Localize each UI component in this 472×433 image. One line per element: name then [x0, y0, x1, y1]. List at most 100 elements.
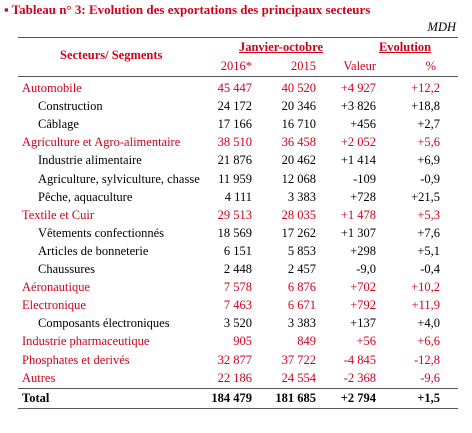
segment-value: +6,9: [417, 153, 440, 168]
segment-value: 18 569: [217, 225, 252, 240]
rule: [18, 407, 458, 409]
sector-value: -2 368: [343, 370, 376, 385]
segment-value: -9,0: [356, 262, 376, 276]
sector-value: +11,9: [411, 298, 440, 313]
segment-value: +4,0: [417, 316, 440, 331]
sector-label: Electronique: [22, 298, 86, 313]
sector-value: 28 035: [281, 207, 316, 222]
sector-value: 7 578: [223, 280, 252, 295]
segment-value: +728: [350, 189, 376, 204]
sector-value: 849: [297, 334, 316, 349]
segment-value: 11 959: [218, 171, 252, 186]
segment-label: Chaussures: [38, 262, 95, 276]
segment-value: -109: [353, 171, 376, 186]
total-label: Total: [22, 390, 50, 405]
segment-value: 3 383: [287, 189, 316, 204]
sector-value: 40 520: [281, 81, 316, 95]
segment-value: 2 457: [287, 262, 316, 276]
title: ▪ Tableau n° 3: Evolution des exportatio…: [4, 2, 371, 17]
segment-value: +1 307: [340, 225, 376, 240]
segment-value: +3 826: [340, 99, 376, 114]
sector-value: +5,3: [417, 207, 440, 222]
sector-value: -9,6: [420, 370, 440, 385]
segment-value: 3 383: [287, 316, 316, 331]
total-value: 181 685: [275, 390, 316, 405]
segment-value: +298: [350, 243, 376, 258]
unit: MDH: [427, 20, 456, 34]
segment-label: Agriculture, sylviculture, chasse: [38, 171, 200, 186]
segment-value: 17 262: [281, 225, 316, 240]
segment-label: Articles de bonneterie: [38, 243, 149, 258]
segment-value: +18,8: [411, 99, 440, 114]
sector-value: 6 671: [287, 298, 316, 313]
group-header: Janvier-octobre: [238, 40, 323, 54]
rule: [18, 37, 458, 38]
sector-value: 905: [233, 334, 252, 349]
column-header: %: [425, 59, 436, 73]
segment-label: Vêtements confectionnés: [38, 225, 164, 240]
segment-value: +21,5: [411, 189, 440, 204]
segment-value: +137: [350, 316, 376, 331]
sector-value: -4 845: [343, 352, 376, 367]
sector-value: 36 458: [281, 135, 316, 150]
group-header: Evolution: [378, 40, 432, 54]
column-header: 2016*: [220, 59, 252, 73]
sector-value: 22 186: [217, 370, 252, 385]
segment-label: Pêche, aquaculture: [38, 189, 133, 204]
column-header: 2015: [291, 59, 316, 73]
sector-label: Automobile: [22, 81, 82, 95]
sector-value: 24 554: [281, 370, 316, 385]
segment-label: Construction: [38, 99, 103, 114]
sector-value: +4 927: [340, 81, 376, 95]
segment-value: 3 520: [223, 316, 252, 331]
segment-value: +7,6: [417, 225, 440, 240]
segment-value: +5,1: [417, 243, 440, 258]
segment-label: Industrie alimentaire: [38, 153, 142, 168]
sector-label: Aéronautique: [22, 280, 91, 295]
sector-label: Agriculture et Agro-alimentaire: [22, 135, 181, 150]
segment-value: 4 111: [224, 189, 252, 204]
sector-label: Autres: [22, 370, 56, 385]
segment-value: +1 414: [340, 153, 376, 168]
sector-value: +6,6: [417, 334, 440, 349]
rule: [18, 387, 458, 389]
total-value: +2 794: [340, 390, 376, 405]
sector-value: +792: [350, 298, 376, 313]
segment-value: 6 151: [223, 243, 252, 258]
sector-value: 45 447: [217, 81, 252, 95]
sector-label: Textile et Cuir: [22, 207, 95, 222]
segment-value: 16 710: [281, 117, 316, 132]
sector-value: +5,6: [417, 135, 440, 150]
segment-value: 17 166: [217, 117, 252, 132]
segment-value: 20 346: [281, 99, 316, 114]
sector-value: +1 478: [340, 207, 376, 222]
sector-value: 32 877: [217, 352, 252, 367]
sector-label: Phosphates et derivés: [22, 352, 130, 367]
segment-value: 21 876: [217, 153, 252, 168]
sector-value: +2 052: [340, 135, 376, 150]
sector-value: +12,2: [411, 81, 440, 95]
sector-value: -12,8: [413, 352, 440, 367]
sector-value: 29 513: [217, 207, 252, 222]
sector-value: 38 510: [217, 135, 252, 150]
sector-value: +56: [356, 334, 376, 349]
total-value: 184 479: [211, 390, 252, 405]
segment-label: Câblage: [38, 117, 79, 132]
segment-value: 20 462: [281, 153, 316, 168]
column-header: Valeur: [343, 59, 376, 73]
segment-value: +456: [350, 117, 376, 132]
sector-value: +702: [350, 280, 376, 295]
segment-value: 24 172: [217, 99, 252, 114]
sector-value: 37 722: [281, 352, 316, 367]
sector-value: 7 463: [223, 298, 252, 313]
total-value: +1,5: [417, 390, 440, 405]
segment-value: +2,7: [417, 117, 440, 132]
segment-value: 2 448: [223, 262, 252, 276]
segment-value: 12 068: [281, 171, 316, 186]
rule: [18, 76, 458, 77]
sector-value: 6 876: [287, 280, 316, 295]
segment-value: 5 853: [287, 243, 316, 258]
segment-label: Composants électroniques: [38, 316, 170, 331]
sector-label: Industrie pharmaceutique: [22, 334, 150, 349]
